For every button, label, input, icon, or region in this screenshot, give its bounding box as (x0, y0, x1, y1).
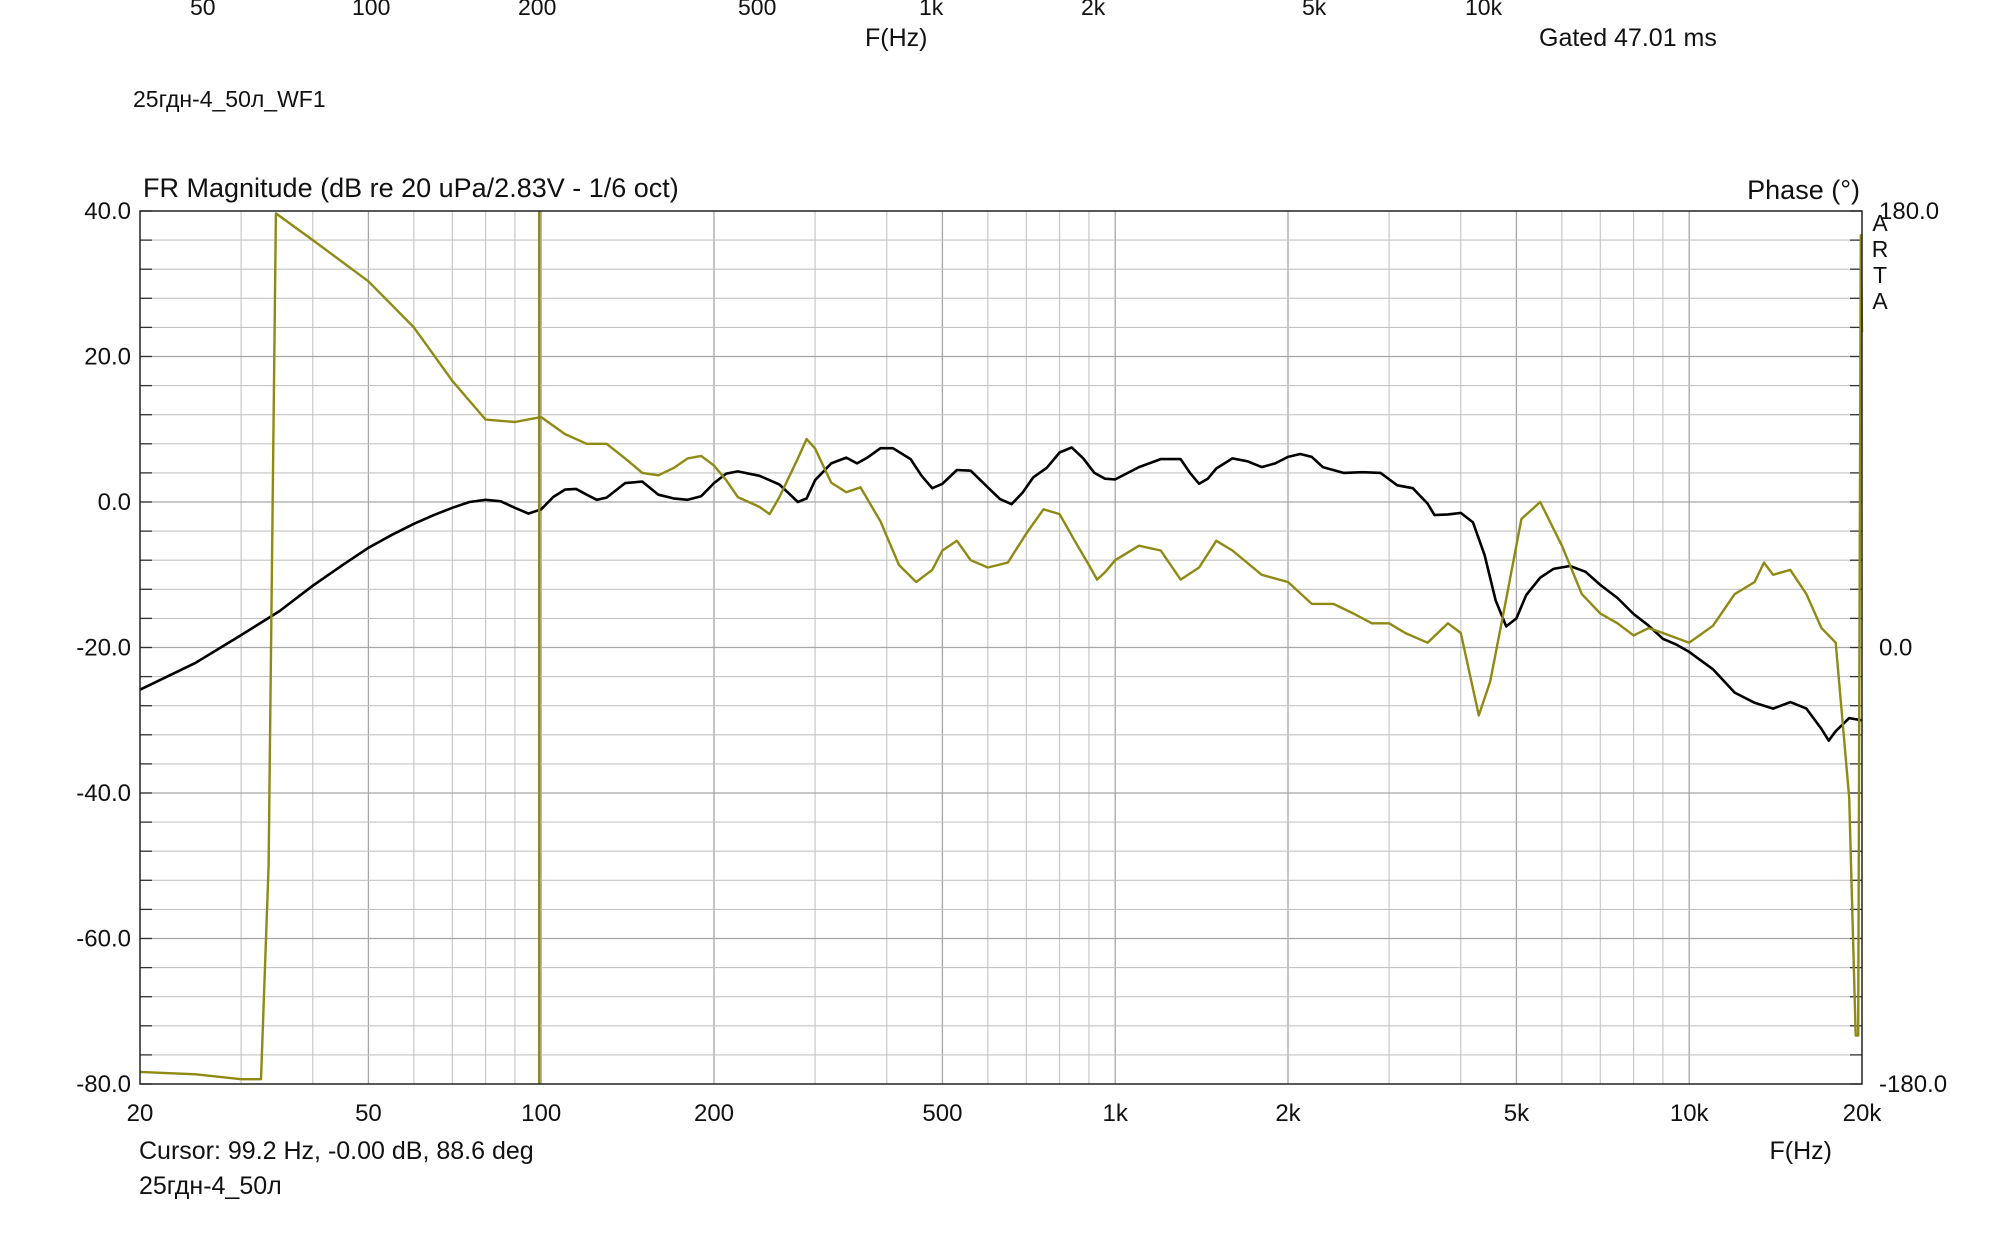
x-tick-label: 10k (1670, 1100, 1710, 1127)
magnitude-line (139, 446, 1863, 742)
watermark-text: ARTA (1871, 210, 1889, 314)
y2-tick-label: 180.0 (1879, 198, 1939, 225)
top-tick-label: 100 (352, 0, 391, 20)
y-tick-label: -20.0 (76, 635, 131, 662)
x-tick-label: 1k (1103, 1100, 1129, 1127)
top-tick-label: 5k (1302, 0, 1327, 20)
y-tick-label: 20.0 (84, 344, 131, 371)
top-tick-label: 500 (738, 0, 777, 20)
y-tick-label: -40.0 (76, 780, 131, 807)
plot-frame (139, 210, 1863, 1085)
y2-tick-label: 0.0 (1879, 635, 1912, 662)
top-tick-label: 2k (1081, 0, 1106, 20)
y-tick-label: -60.0 (76, 926, 131, 953)
x-tick-label: 20k (1843, 1100, 1883, 1127)
top-tick-label: 50 (190, 0, 216, 20)
top-x-axis-label: F(Hz) (865, 24, 928, 52)
y2-tick-label: -180.0 (1879, 1071, 1947, 1098)
right-axis-title: Phase (°) (1747, 175, 1860, 205)
x-tick-label: 2k (1275, 1100, 1301, 1127)
file-title: 25гдн-4_50л_WF1 (133, 86, 326, 112)
series (139, 211, 1864, 1084)
x-tick-label: 50 (355, 1100, 382, 1127)
watermark-vertical: ARTA (1869, 210, 1891, 314)
x-tick-label: 5k (1504, 1100, 1530, 1127)
y-tick-label: -80.0 (76, 1071, 131, 1098)
chart-title: FR Magnitude (dB re 20 uPa/2.83V - 1/6 o… (143, 173, 679, 203)
gate-text: Gated 47.01 ms (1539, 24, 1717, 52)
tick-labels: 20 50 100 200 500 1k 2k 5k 10k 20k 40.0 20.0 0.0 -20.… (76, 198, 1947, 1127)
phase-line (139, 212, 1864, 1081)
top-tick-label: 10k (1465, 0, 1503, 20)
top-tick-label: 1k (919, 0, 944, 20)
x-axis-label: F(Hz) (1770, 1137, 1832, 1165)
cursor-readout: Cursor: 99.2 Hz, -0.00 dB, 88.6 deg (139, 1137, 534, 1165)
x-tick-label: 20 (127, 1100, 154, 1127)
y-tick-label: 0.0 (98, 489, 131, 516)
file-name: 25гдн-4_50л (139, 1172, 282, 1200)
top-tick-label: 200 (518, 0, 557, 20)
y-tick-label: 40.0 (84, 198, 131, 225)
x-tick-label: 100 (521, 1100, 561, 1127)
grid (140, 210, 1862, 1085)
x-tick-label: 500 (922, 1100, 962, 1127)
x-tick-label: 200 (694, 1100, 734, 1127)
